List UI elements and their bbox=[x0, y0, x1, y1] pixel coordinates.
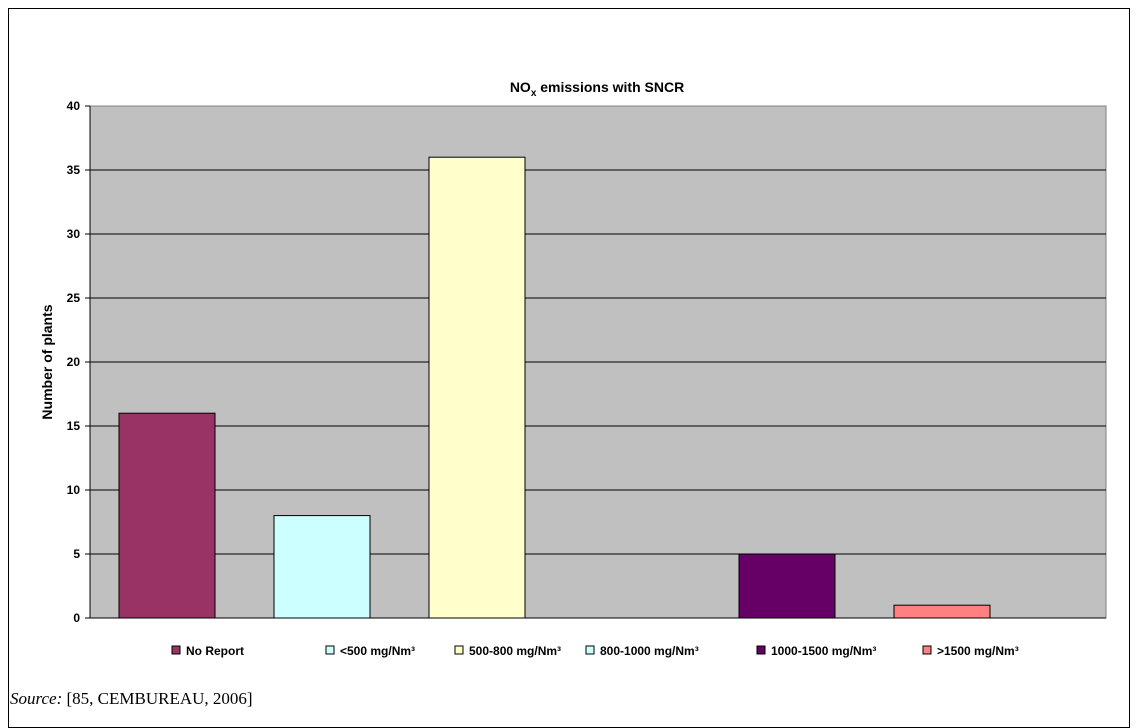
chart: NOx emissions with SNCR 0 5 10 15 20 25 30 35 40… bbox=[39, 79, 1107, 658]
y-tick-label: 0 bbox=[73, 611, 80, 625]
legend-label-5: >1500 mg/Nm³ bbox=[937, 644, 1019, 658]
y-tick-label: 15 bbox=[67, 419, 81, 433]
y-tick-label: 10 bbox=[67, 483, 81, 497]
source-citation: Source: [85, CEMBUREAU, 2006] bbox=[10, 689, 253, 709]
legend: No Report <500 mg/Nm³ 500-800 mg/Nm³ 800-10… bbox=[171, 644, 1019, 658]
y-tick-label: 40 bbox=[67, 99, 81, 113]
y-tick-label: 25 bbox=[67, 291, 81, 305]
chart-title-main: NO bbox=[510, 79, 531, 95]
legend-swatch-3 bbox=[585, 645, 595, 655]
legend-swatch-2 bbox=[454, 645, 464, 655]
bar-0 bbox=[118, 412, 216, 619]
y-tick-label: 35 bbox=[67, 163, 81, 177]
bar-4 bbox=[738, 553, 836, 619]
legend-swatch-1 bbox=[325, 645, 335, 655]
y-tick-label: 30 bbox=[67, 227, 81, 241]
legend-swatch-5 bbox=[922, 645, 932, 655]
chart-title: NOx emissions with SNCR bbox=[510, 79, 684, 99]
y-axis-ticks: 0 5 10 15 20 25 30 35 40 bbox=[67, 99, 90, 625]
bar-2 bbox=[428, 156, 526, 619]
chart-title-rest: emissions with SNCR bbox=[536, 79, 684, 95]
bars bbox=[118, 156, 991, 619]
legend-label-0: No Report bbox=[186, 644, 244, 658]
source-label: Source: bbox=[10, 689, 63, 708]
y-tick-label: 20 bbox=[67, 355, 81, 369]
bar-5 bbox=[893, 604, 991, 619]
legend-label-4: 1000-1500 mg/Nm³ bbox=[771, 644, 876, 658]
legend-label-3: 800-1000 mg/Nm³ bbox=[600, 644, 699, 658]
y-tick-label: 5 bbox=[73, 547, 80, 561]
source-text: [85, CEMBUREAU, 2006] bbox=[62, 689, 253, 708]
gridlines bbox=[90, 169, 1106, 555]
legend-swatch-0 bbox=[171, 645, 181, 655]
legend-label-2: 500-800 mg/Nm³ bbox=[469, 644, 561, 658]
y-axis-label: Number of plants bbox=[39, 304, 55, 419]
chart-title-subscript: x bbox=[531, 88, 537, 99]
legend-swatch-4 bbox=[756, 645, 766, 655]
bar-1 bbox=[273, 515, 371, 619]
legend-label-1: <500 mg/Nm³ bbox=[340, 644, 415, 658]
